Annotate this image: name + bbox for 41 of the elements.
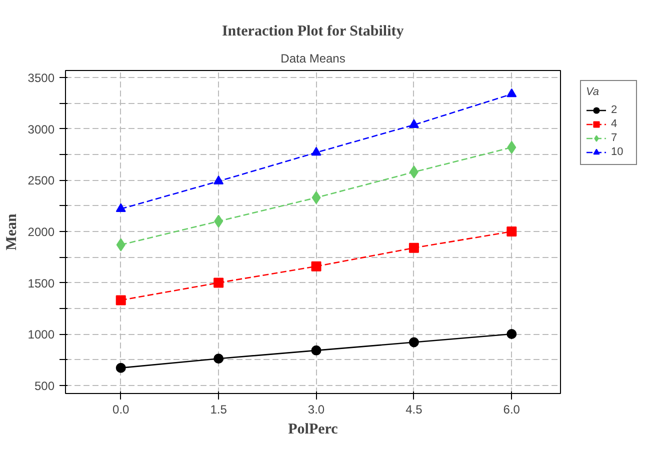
x-tick-label: 1.5 — [210, 402, 228, 416]
chart-title: Interaction Plot for Stability — [222, 24, 404, 40]
legend-label: 2 — [611, 103, 618, 117]
point — [312, 191, 321, 204]
y-tick-label: 2500 — [28, 174, 55, 188]
point — [116, 203, 126, 212]
y-tick-label: 500 — [34, 378, 55, 393]
x-tick-label: 0.0 — [112, 402, 130, 416]
x-axis-title: PolPerc — [288, 422, 338, 438]
y-axis-title: Mean — [4, 213, 20, 250]
point — [116, 238, 126, 252]
legend-label: 4 — [611, 117, 618, 131]
legend-label: 10 — [611, 145, 624, 159]
y-tick-label: 1000 — [28, 328, 55, 342]
point — [409, 166, 418, 179]
x-tick-label: 3.0 — [308, 402, 325, 416]
point — [311, 146, 322, 156]
x-tick-label: 6.0 — [503, 402, 520, 416]
point — [116, 295, 126, 306]
y-tick-label: 3000 — [28, 122, 55, 136]
point — [506, 88, 517, 98]
point — [408, 242, 419, 253]
legend-title: Va — [586, 86, 600, 98]
point — [507, 140, 516, 154]
y-tick-label: 2000 — [28, 224, 55, 239]
point — [311, 261, 322, 272]
point — [214, 354, 224, 364]
point — [116, 362, 126, 373]
point — [311, 345, 322, 356]
legend-label: 7 — [611, 131, 618, 145]
point — [214, 278, 224, 288]
point — [506, 226, 517, 236]
point — [214, 214, 224, 228]
y-tick-label: 3500 — [28, 71, 55, 86]
y-tick-label: 1500 — [28, 276, 55, 290]
point — [408, 119, 419, 128]
point — [506, 329, 517, 340]
chart-subtitle: Data Means — [280, 52, 346, 66]
x-tick-label: 4.5 — [406, 402, 423, 416]
point — [408, 337, 419, 348]
point — [214, 176, 224, 184]
